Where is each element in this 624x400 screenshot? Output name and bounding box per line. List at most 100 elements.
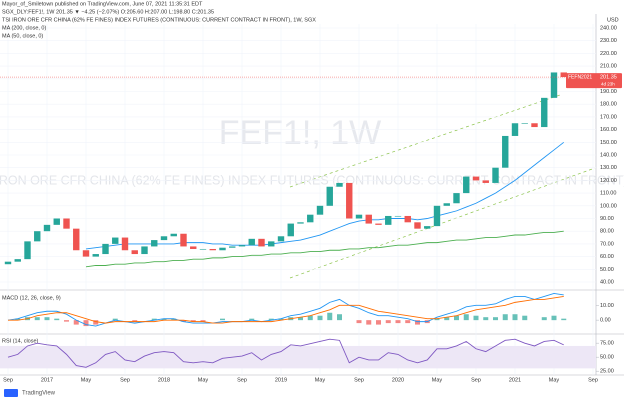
x-tick-label: Sep [471,377,481,383]
candle-body [34,231,41,242]
candle-body [443,203,450,206]
candle-body [336,182,343,187]
candle-body [385,215,392,225]
y-tick-label: 130.00 [600,165,617,171]
histogram-bar [73,320,79,325]
candle-body [492,167,499,183]
histogram-bar [171,318,177,321]
candle-body [404,215,411,223]
y-tick-label: 100.00 [600,203,617,209]
candle-body [82,250,90,257]
histogram-bar [249,318,255,321]
x-tick-label: Sep [588,377,598,383]
last-price-tag [566,73,622,89]
histogram-bar [317,315,323,321]
candle-body [112,237,119,244]
candle-body [258,238,265,247]
histogram-bar [434,318,440,321]
candle-body [209,248,216,251]
x-tick-label: 2020 [392,377,404,383]
candle-body [433,205,441,227]
histogram-bar [454,315,459,321]
candle-body [453,193,460,204]
histogram-bar [551,315,557,321]
candle-body [53,218,60,225]
candle-body [414,222,421,229]
y-tick-label: 210.00 [600,64,617,70]
y-tick-label: 120.00 [600,178,617,184]
candle-body [248,238,255,246]
candle-body [307,214,314,223]
candle-body [277,236,285,242]
series-line [7,293,564,327]
histogram-bar [376,320,381,325]
last-price-label: 201.35 [600,75,617,81]
histogram-bar [337,314,342,321]
histogram-bar [34,317,40,321]
histogram-bar [44,317,50,321]
x-tick-label: Sep [354,377,364,383]
x-tick-label: May [432,377,443,383]
histogram-bar [444,317,450,321]
candle-body [463,176,470,194]
y-tick-label: 25.00 [600,369,614,375]
y-tick-label: 230.00 [600,38,617,44]
candle-body [560,72,567,78]
candle-body [63,218,70,229]
candle-body [550,72,558,98]
y-tick-label: 0.00 [600,318,611,324]
candle-body [326,186,333,206]
candle-body [268,241,275,247]
candle-body [287,223,294,237]
histogram-bar [493,317,498,321]
histogram-bar [15,318,21,321]
histogram-bar [561,318,567,321]
histogram-bar [522,315,528,321]
candle-body [73,228,80,251]
y-tick-label: 190.00 [600,89,617,95]
candle-body [141,246,148,255]
y-tick-label: 170.00 [600,114,617,120]
histogram-bar [200,320,206,322]
histogram-bar [83,320,89,327]
histogram-bar [502,314,508,321]
y-tick-label: 240.00 [600,25,617,31]
candle-body [199,248,207,250]
header-symbol: SGX_DLY:FEF1!, 1W 201.35 ▼ −4.25 (−2.07%… [2,9,214,15]
y-tick-label: 220.00 [600,51,617,57]
legend-entry: MA (50, close, 0) [2,33,43,39]
candle-body [190,246,197,249]
footer: TradingView [22,391,56,397]
histogram-bar [278,318,284,321]
histogram-bar [405,320,411,324]
histogram-bar [220,318,225,321]
candle-body [151,240,158,247]
candle-body [121,237,129,251]
x-tick-label: May [549,377,560,383]
candle-body [375,223,382,225]
histogram-bar [54,318,60,321]
legend-entry: MA (200, close, 0) [2,25,46,31]
histogram-bar [483,317,489,321]
histogram-bar [463,314,469,321]
candle-body [316,205,324,215]
y-tick-label: 140.00 [600,152,617,158]
candle-body [4,261,12,265]
series-line [7,338,564,368]
y-tick-label: 80.00 [600,229,614,235]
candle-body [102,243,109,255]
last-price-symbol: FEFN2021 [568,74,592,80]
x-tick-label: 2017 [41,377,53,383]
histogram-bar [268,318,274,321]
y-tick-label: 110.00 [600,191,616,197]
candle-body [24,241,31,260]
histogram-bar [64,320,69,322]
histogram-bar [415,320,420,325]
x-tick-label: 2021 [509,377,521,383]
x-tick-label: Sep [120,377,130,383]
x-tick-label: 2019 [275,377,287,383]
candle-body [14,259,21,262]
histogram-bar [327,312,333,321]
watermark-title: FEF1!, 1W [219,114,381,152]
candle-body [297,222,304,224]
